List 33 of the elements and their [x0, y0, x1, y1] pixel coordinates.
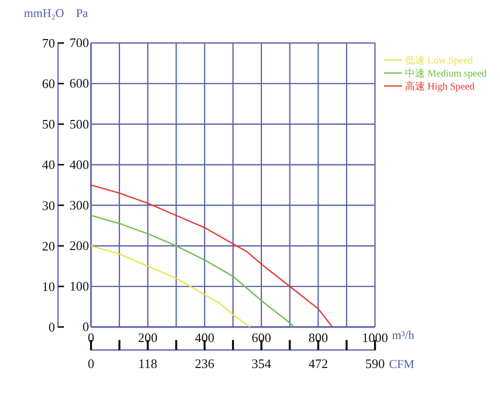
y2-tick-label: 10: [42, 278, 55, 294]
y2-tick-label: 40: [42, 157, 55, 172]
x2-tick-label: 118: [138, 356, 158, 371]
x2-tick-label: 472: [308, 356, 328, 371]
y2-tick-label: 70: [42, 36, 55, 50]
x-tick-label: 600: [252, 330, 272, 346]
y2-tick-label: 60: [42, 76, 55, 92]
x-tick-label: 800: [308, 330, 328, 346]
y-tick-label: 500: [70, 116, 89, 132]
x2-axis-title: CFM: [389, 357, 415, 371]
y-tick-label: 400: [70, 156, 89, 172]
x2-tick-label: 236: [194, 356, 215, 371]
x-tick-label: 400: [194, 330, 214, 346]
y-tick-label: 600: [70, 76, 89, 91]
x-tick-label: 200: [138, 330, 158, 346]
legend-label: 低速 Low Speed: [405, 54, 473, 66]
legend-label: 中速 Medium speed: [405, 68, 487, 80]
x2-tick-label: 354: [252, 356, 272, 371]
y2-axis-title: mmH₂O: [24, 6, 64, 20]
legend-label: 高速 High Speed: [405, 80, 474, 92]
y-tick-label: 200: [70, 238, 89, 254]
x-tick-label: 1000: [362, 330, 388, 346]
y2-tick-label: 50: [42, 116, 55, 132]
y-tick-label: 0: [82, 319, 89, 334]
y-tick-label: 700: [70, 35, 89, 50]
y2-tick-label: 20: [42, 238, 55, 254]
y-tick-label: 300: [70, 197, 89, 212]
y2-tick-label: 0: [48, 320, 55, 334]
x-axis-title: m³/h: [392, 328, 414, 342]
x2-tick-label: 590: [365, 356, 385, 371]
y2-tick-label: 30: [42, 198, 55, 213]
y-tick-label: 100: [70, 278, 89, 294]
y-axis-title: Pa: [76, 6, 89, 20]
